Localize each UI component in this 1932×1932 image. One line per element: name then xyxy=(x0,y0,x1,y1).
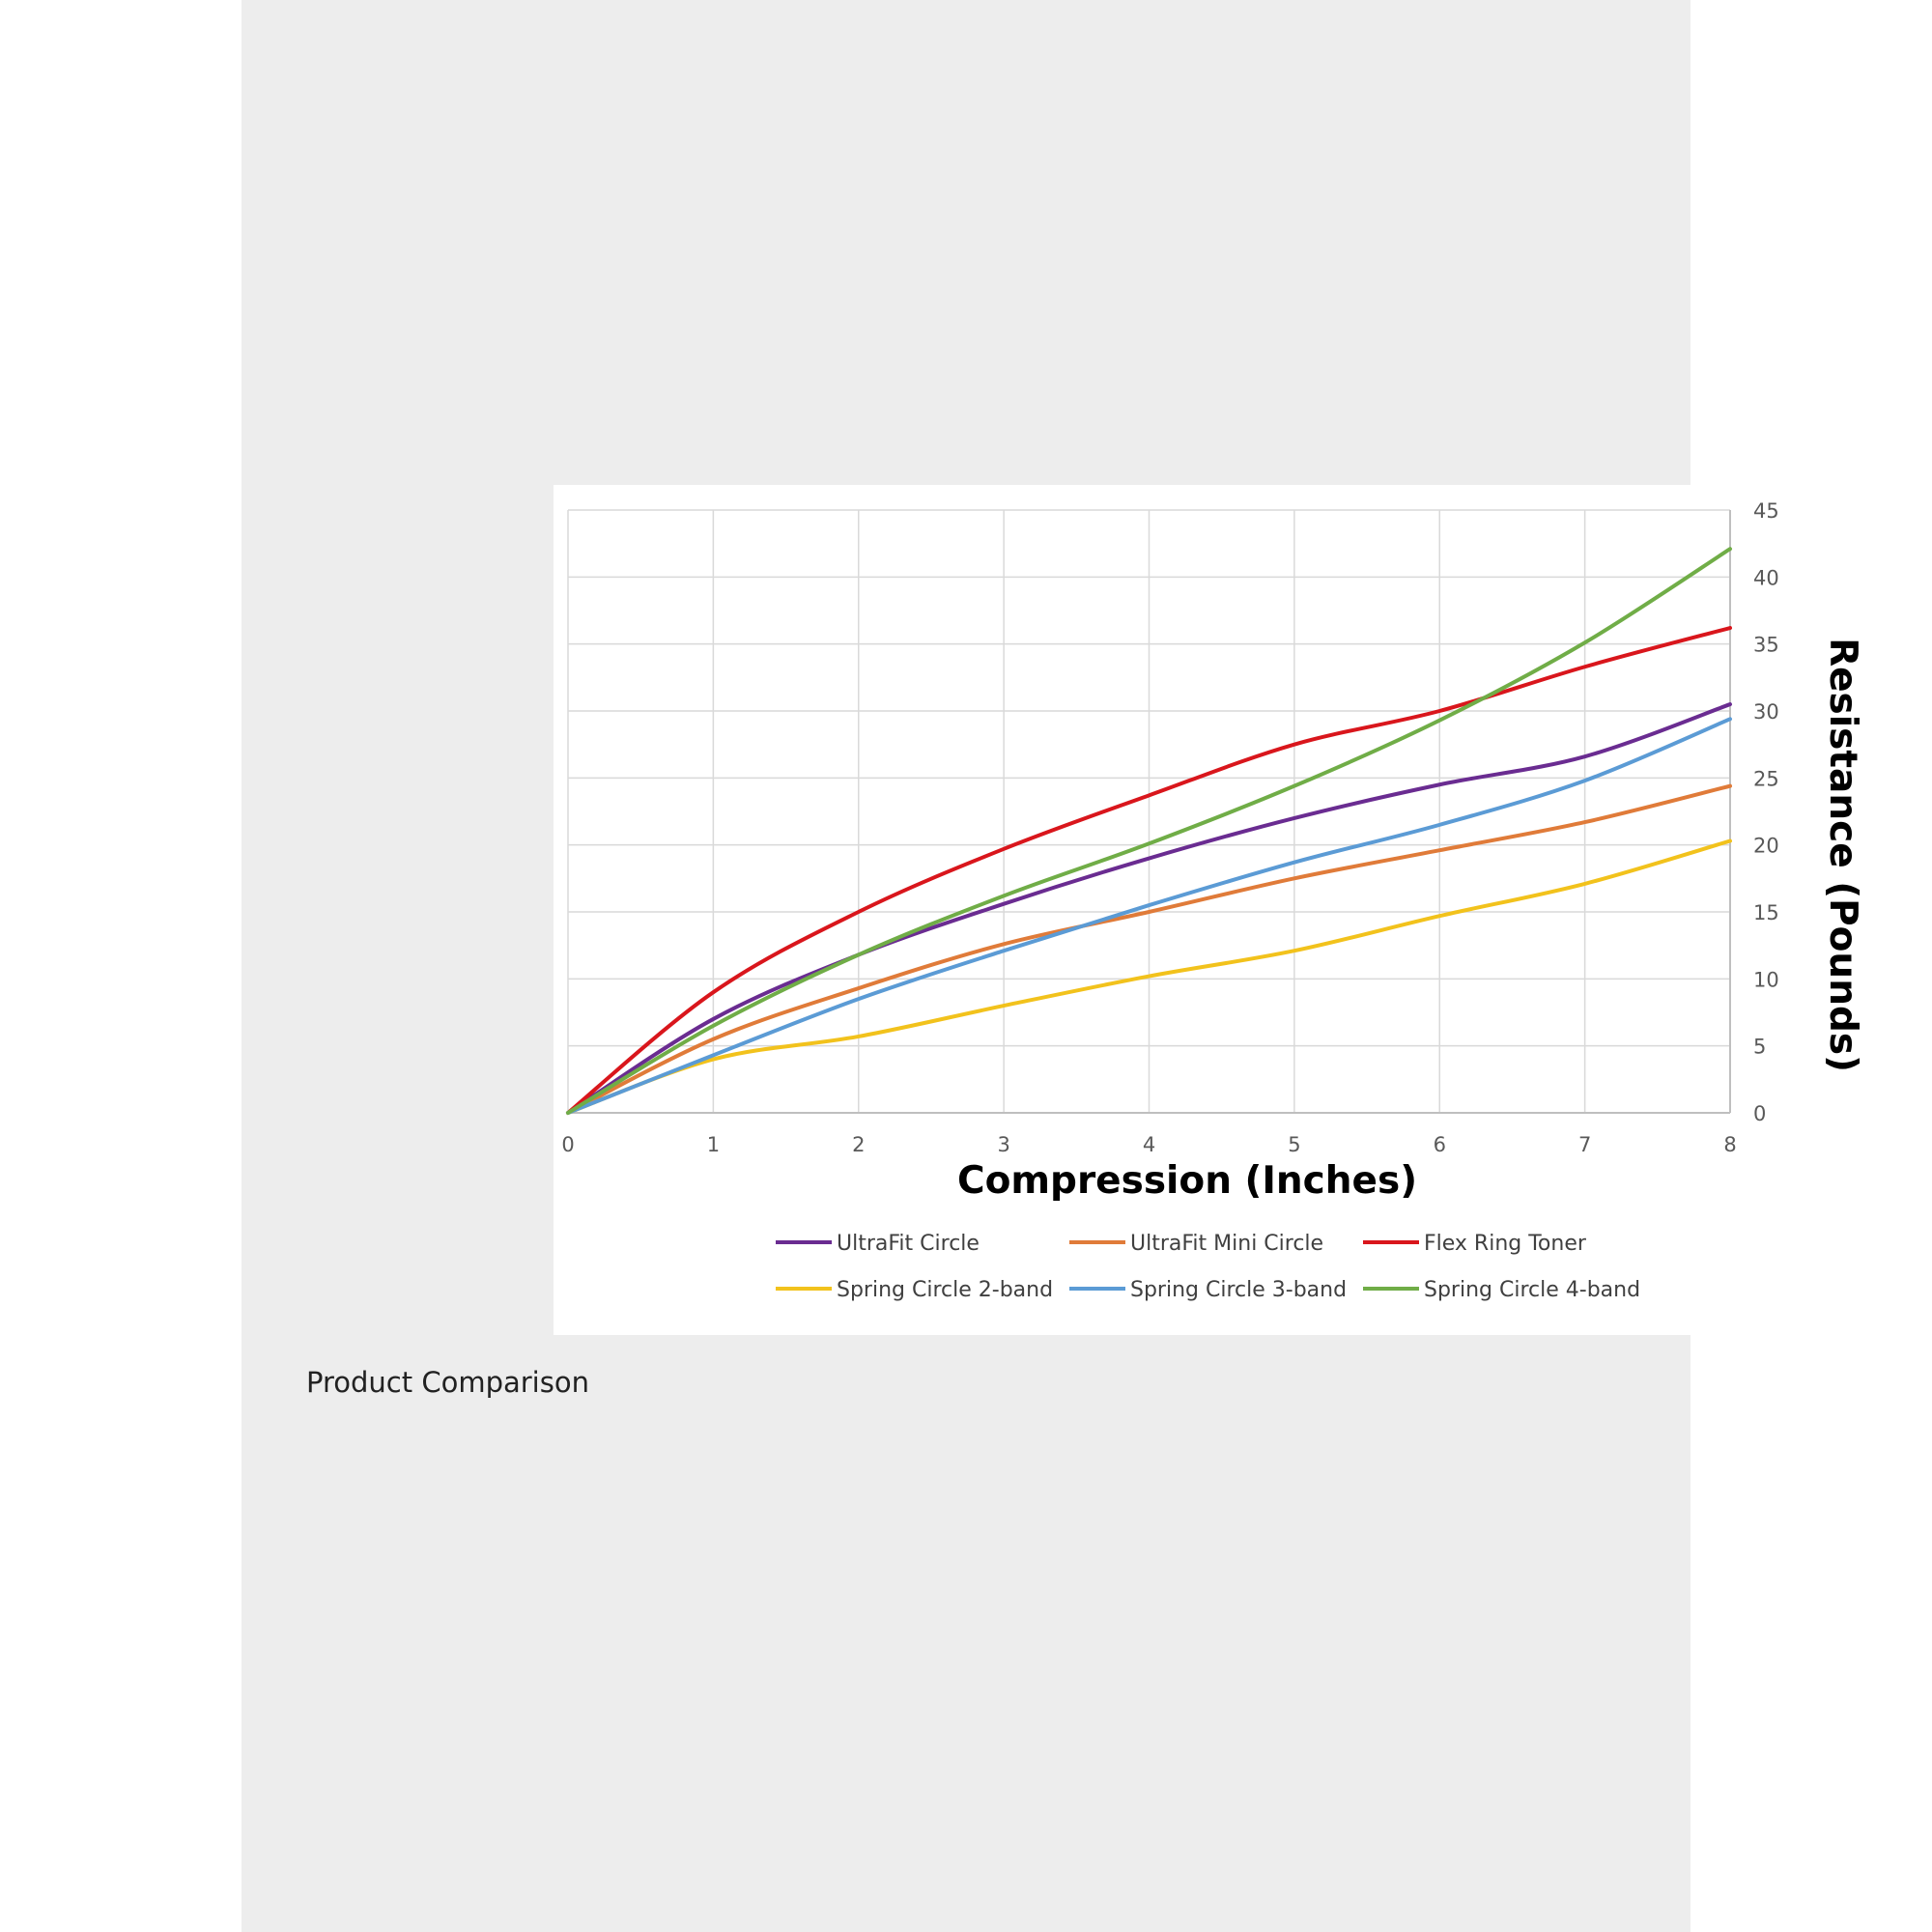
page-background-panel: 0 1 2 3 4 5 6 7 8 0 5 10 15 20 25 30 35 40 45 Compression … xyxy=(242,0,1864,1932)
legend-label: UltraFit Mini Circle xyxy=(1130,1232,1323,1256)
x-tick-label: 0 xyxy=(561,1133,574,1156)
series-lines xyxy=(566,547,1732,1115)
legend-item-flex-ring-toner: Flex Ring Toner xyxy=(1363,1232,1587,1256)
y-axis-title: Resistance (Pounds) xyxy=(1821,638,1864,1072)
series-line-spring-circle-2-band xyxy=(566,838,1732,1115)
legend-label: Spring Circle 3-band xyxy=(1130,1278,1347,1302)
x-tick-label: 8 xyxy=(1723,1133,1736,1156)
legend-item-spring-circle-3-band: Spring Circle 3-band xyxy=(1069,1278,1347,1302)
axes xyxy=(568,510,1731,1114)
chart-card: 0 1 2 3 4 5 6 7 8 0 5 10 15 20 25 30 35 40 45 Compression … xyxy=(554,485,1864,1335)
x-tick-label: 1 xyxy=(707,1133,720,1156)
y-tick-label: 0 xyxy=(1753,1102,1766,1125)
legend-item-spring-circle-2-band: Spring Circle 2-band xyxy=(776,1278,1053,1302)
y-tick-label: 5 xyxy=(1753,1036,1766,1059)
y-tick-label: 10 xyxy=(1753,968,1779,991)
legend-label: Flex Ring Toner xyxy=(1424,1232,1587,1256)
y-tick-label: 40 xyxy=(1753,566,1779,589)
legend-item-ultrafit-circle: UltraFit Circle xyxy=(776,1232,980,1256)
legend-item-spring-circle-4-band: Spring Circle 4-band xyxy=(1363,1278,1640,1302)
x-tick-label: 2 xyxy=(852,1133,865,1156)
x-tick-label: 6 xyxy=(1434,1133,1446,1156)
x-tick-label: 3 xyxy=(997,1133,1009,1156)
x-tick-label: 7 xyxy=(1578,1133,1591,1156)
legend-item-ultrafit-mini-circle: UltraFit Mini Circle xyxy=(1069,1232,1323,1256)
legend-label: Spring Circle 4-band xyxy=(1424,1278,1640,1302)
legend: UltraFit Circle UltraFit Mini Circle Flex … xyxy=(776,1232,1640,1302)
y-tick-label: 25 xyxy=(1753,767,1779,790)
y-tick-label: 30 xyxy=(1753,700,1779,724)
x-tick-label: 4 xyxy=(1143,1133,1155,1156)
x-tick-label: 5 xyxy=(1288,1133,1300,1156)
y-tick-label: 35 xyxy=(1753,634,1779,657)
product-comparison-caption: Product Comparison xyxy=(306,1366,589,1399)
series-line-ultrafit-circle xyxy=(566,702,1732,1115)
legend-label: UltraFit Circle xyxy=(837,1232,980,1256)
series-line-spring-circle-4-band xyxy=(566,547,1732,1115)
legend-label: Spring Circle 2-band xyxy=(837,1278,1053,1302)
series-line-spring-circle-3-band xyxy=(566,717,1732,1115)
series-line-ultrafit-mini-circle xyxy=(566,783,1732,1115)
y-tick-label: 20 xyxy=(1753,835,1779,858)
grid-lines xyxy=(567,509,1731,1114)
series-line-flex-ring-toner xyxy=(566,626,1732,1115)
x-axis-title: Compression (Inches) xyxy=(957,1159,1417,1203)
y-tick-label: 45 xyxy=(1753,499,1779,523)
y-tick-label: 15 xyxy=(1753,901,1779,924)
